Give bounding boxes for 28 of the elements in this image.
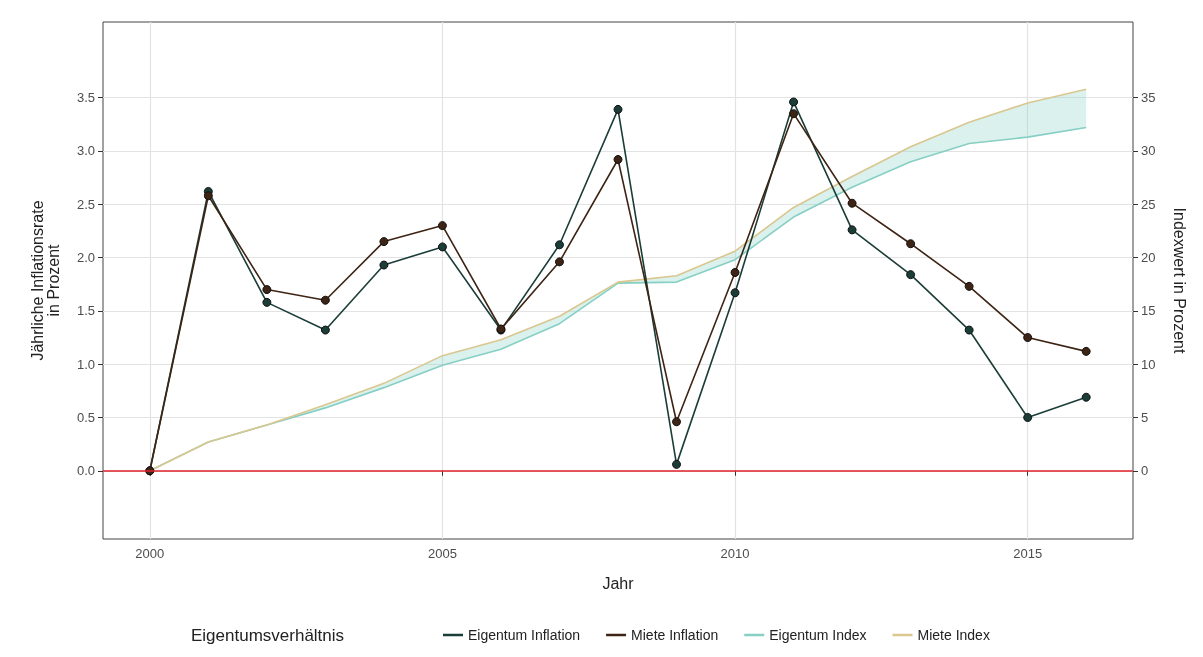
x-tick-label: 2005 (427, 546, 457, 561)
y-tick-label: 1.5 (76, 303, 95, 319)
y2-tick-label: 15 (1141, 303, 1156, 319)
y-tick-label: 2.5 (76, 196, 95, 212)
y-tick-label: 3.0 (76, 143, 95, 159)
legend-label: Eigentum Index (769, 627, 867, 643)
x-axis-title: Jahr (602, 574, 635, 592)
y-tick-label: 2.0 (76, 250, 95, 266)
y-tick-label: 3.5 (76, 90, 95, 106)
y2-tick-label: 0 (1141, 463, 1149, 479)
y-tick-label: 1.0 (76, 356, 95, 372)
y-axis-title: Jährliche Inflationsrate in Prozent (28, 200, 62, 361)
y-tick-label: 0.5 (76, 409, 95, 425)
legend-label: Eigentum Inflation (468, 627, 581, 643)
y2-tick-label: 30 (1141, 143, 1156, 159)
legend-label: Miete Index (917, 627, 990, 643)
x-tick-label: 2010 (720, 546, 750, 561)
y2-tick-label: 25 (1141, 196, 1156, 212)
y-tick-label: 0.0 (76, 463, 95, 479)
x-tick-label: 2000 (135, 546, 165, 561)
y2-tick-label: 35 (1141, 90, 1156, 106)
legend-title: Eigentumsverhältnis (191, 626, 345, 645)
y2-axis-title: Indexwert in Prozent (1170, 207, 1188, 354)
y2-tick-label: 10 (1141, 356, 1156, 372)
legend-label: Miete Inflation (631, 627, 719, 643)
y2-tick-label: 20 (1141, 250, 1156, 266)
x-tick-label: 2015 (1013, 546, 1043, 561)
y2-tick-label: 5 (1141, 409, 1149, 425)
